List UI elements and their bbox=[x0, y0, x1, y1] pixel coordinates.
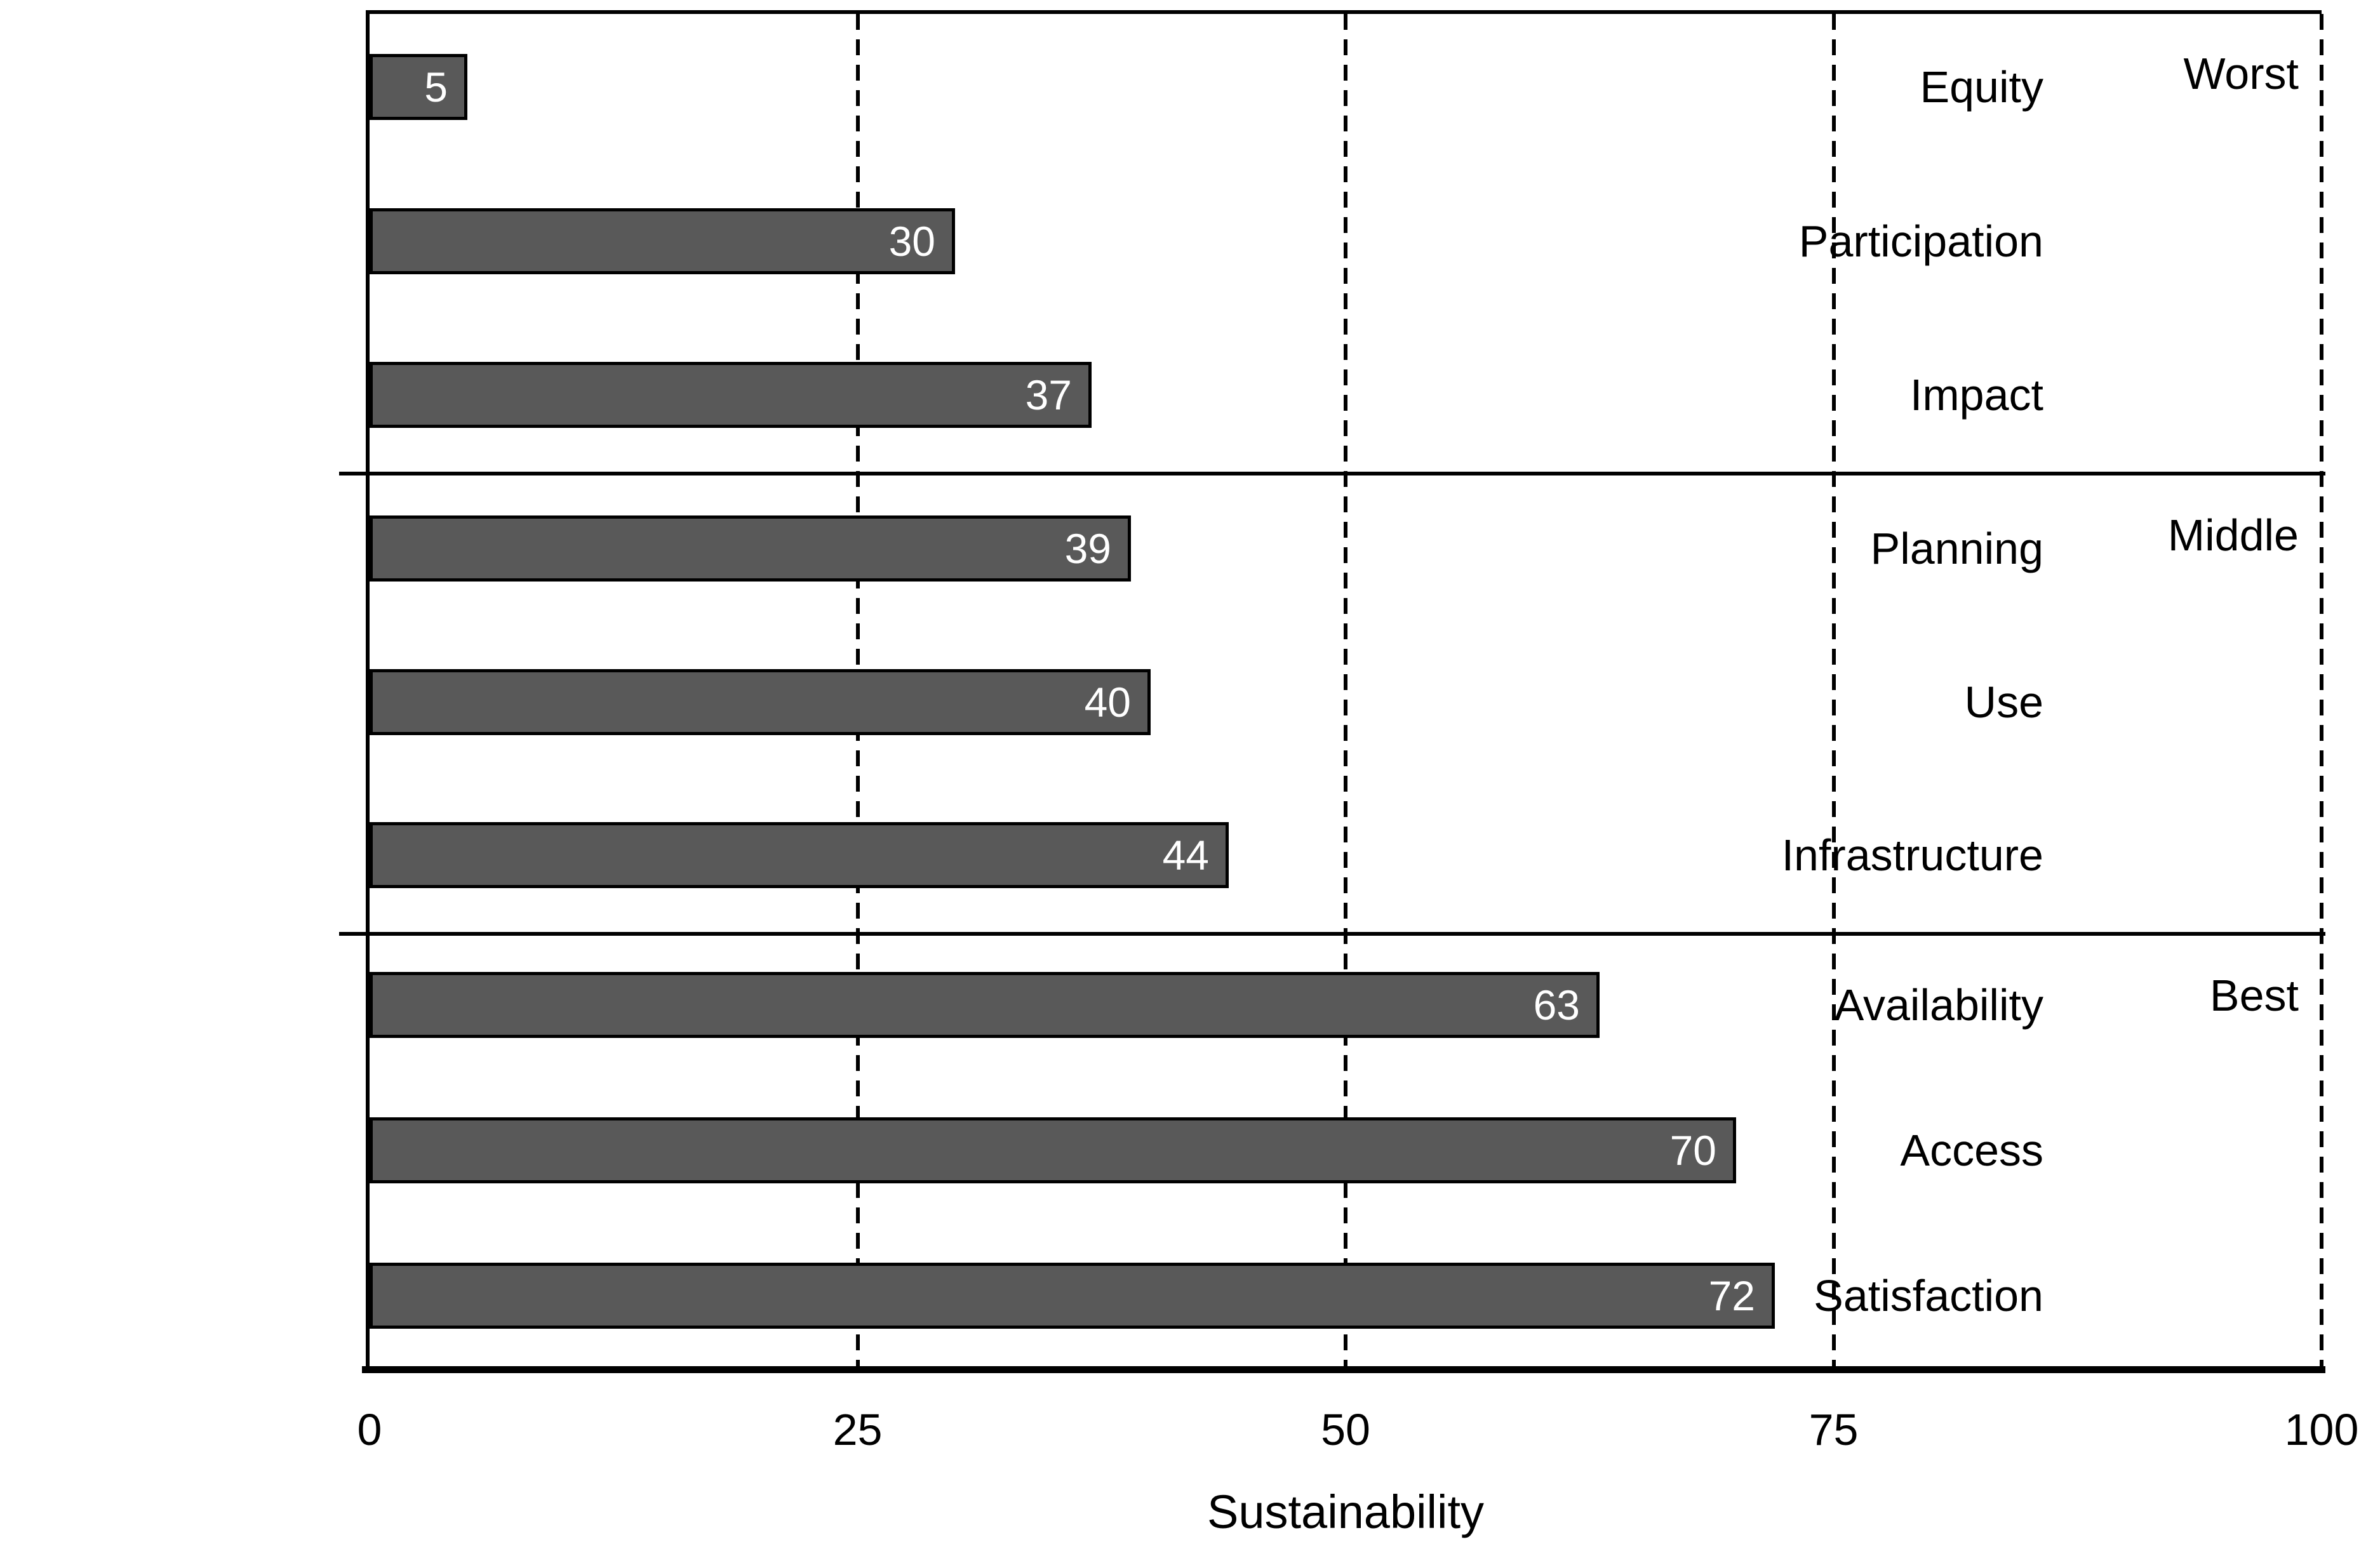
category-label-access: Access bbox=[1900, 1126, 2043, 1175]
category-label-availability: Availability bbox=[1834, 980, 2043, 1030]
bar-satisfaction: 72 bbox=[370, 1263, 1775, 1329]
gridline-100 bbox=[2320, 14, 2323, 1366]
bar-planning: 39 bbox=[370, 515, 1131, 582]
category-label-use: Use bbox=[1964, 677, 2043, 727]
bar-value-infrastructure: 44 bbox=[1162, 832, 1209, 879]
bar-availability: 63 bbox=[370, 972, 1600, 1038]
group-label-best: Best bbox=[2209, 971, 2299, 1020]
bar-access: 70 bbox=[370, 1117, 1736, 1183]
bar-impact: 37 bbox=[370, 362, 1092, 428]
bar-use: 40 bbox=[370, 669, 1151, 735]
x-tick-0: 0 bbox=[357, 1405, 382, 1454]
bar-infrastructure: 44 bbox=[370, 822, 1229, 888]
group-separator-worst-middle bbox=[339, 472, 2325, 475]
category-label-satisfaction: Satisfaction bbox=[1814, 1271, 2043, 1320]
x-tick-50: 50 bbox=[1321, 1405, 1370, 1454]
gridline-75 bbox=[1831, 14, 1836, 1366]
gridline-50 bbox=[1344, 14, 1347, 1366]
x-axis-title: Sustainability bbox=[1207, 1486, 1484, 1538]
category-label-infrastructure: Infrastructure bbox=[1781, 830, 2043, 880]
category-label-equity: Equity bbox=[1920, 62, 2043, 112]
bar-value-equity: 5 bbox=[424, 63, 448, 110]
x-axis-line bbox=[362, 1366, 2325, 1373]
bar-value-availability: 63 bbox=[1533, 981, 1580, 1028]
x-tick-25: 25 bbox=[832, 1405, 883, 1454]
bar-value-impact: 37 bbox=[1025, 371, 1072, 418]
bar-participation: 30 bbox=[370, 208, 955, 274]
group-label-middle: Middle bbox=[2167, 510, 2299, 560]
bar-value-planning: 39 bbox=[1064, 525, 1111, 572]
bar-equity: 5 bbox=[370, 54, 467, 120]
bar-value-use: 40 bbox=[1084, 679, 1131, 726]
group-label-worst: Worst bbox=[2183, 49, 2299, 98]
category-label-participation: Participation bbox=[1798, 216, 2043, 266]
plot-area bbox=[366, 10, 2322, 1369]
bar-value-access: 70 bbox=[1669, 1127, 1716, 1174]
group-separator-middle-best bbox=[339, 932, 2325, 936]
category-label-planning: Planning bbox=[1870, 524, 2043, 573]
x-tick-75: 75 bbox=[1808, 1405, 1859, 1454]
x-tick-100: 100 bbox=[2284, 1405, 2359, 1454]
bar-value-satisfaction: 72 bbox=[1708, 1272, 1755, 1319]
bar-value-participation: 30 bbox=[888, 218, 935, 265]
category-label-impact: Impact bbox=[1909, 370, 2043, 420]
